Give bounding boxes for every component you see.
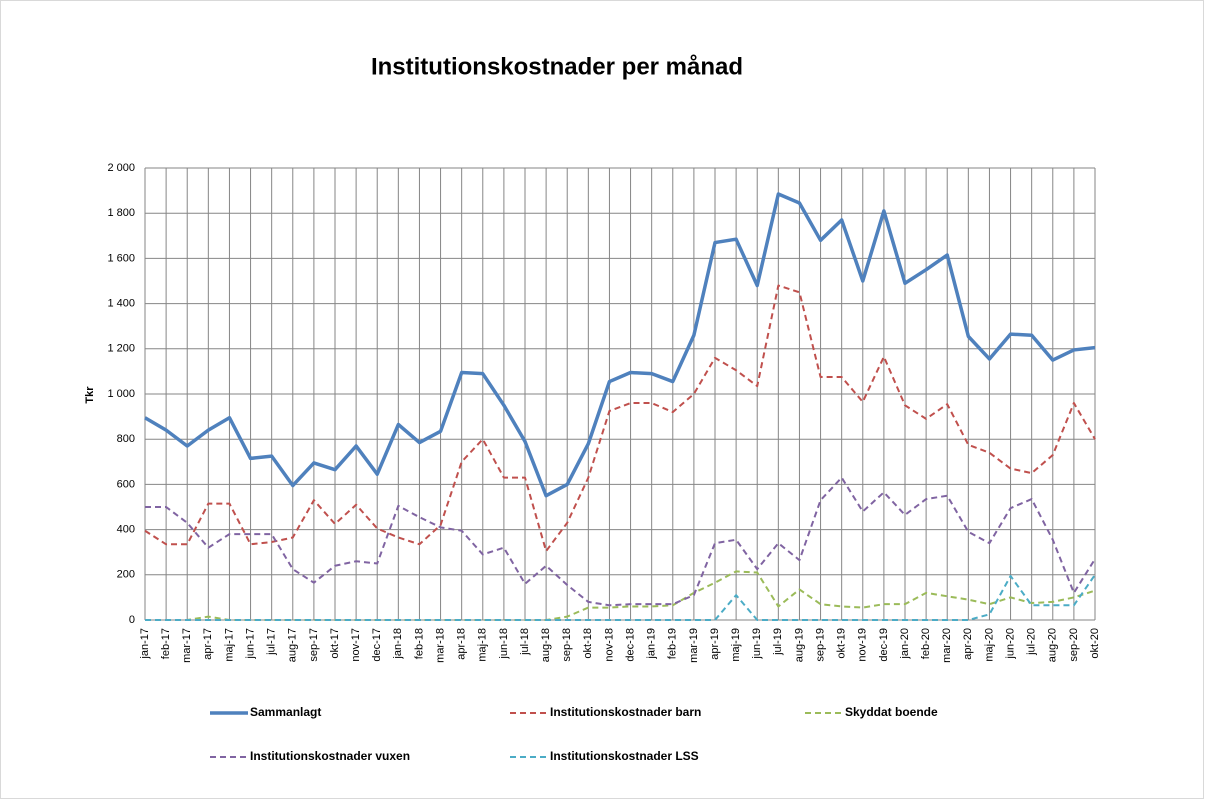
x-tick-label: mar-17 bbox=[181, 628, 193, 663]
x-tick-label: dec-17 bbox=[371, 628, 383, 662]
y-tick-label: 1 200 bbox=[107, 343, 135, 355]
x-tick-label: maj-20 bbox=[983, 628, 995, 662]
x-tick-label: sep-18 bbox=[561, 628, 573, 662]
line-series bbox=[144, 284, 1096, 553]
x-tick-label: maj-18 bbox=[477, 628, 489, 662]
x-tick-label: jul-17 bbox=[266, 628, 278, 656]
y-tick-label: 1 000 bbox=[107, 388, 135, 400]
legend-label: Sammanlagt bbox=[250, 705, 321, 719]
x-tick-label: okt-20 bbox=[1089, 628, 1101, 659]
x-tick-label: maj-19 bbox=[730, 628, 742, 662]
x-tick-label: nov-19 bbox=[857, 628, 869, 662]
y-tick-label: 200 bbox=[117, 569, 135, 581]
x-tick-label: aug-19 bbox=[793, 628, 805, 662]
y-tick-label: 1 400 bbox=[107, 298, 135, 310]
x-tick-label: feb-18 bbox=[413, 628, 425, 659]
x-tick-label: aug-20 bbox=[1047, 628, 1059, 662]
y-tick-label: 600 bbox=[117, 478, 135, 490]
x-tick-label: nov-18 bbox=[603, 628, 615, 662]
legend-label: Institutionskostnader vuxen bbox=[250, 749, 410, 763]
x-tick-label: mar-19 bbox=[688, 628, 700, 663]
y-tick-label: 0 bbox=[129, 614, 135, 626]
x-tick-label: apr-20 bbox=[962, 628, 974, 660]
x-tick-label: jun-17 bbox=[244, 628, 256, 660]
x-tick-label: sep-20 bbox=[1068, 628, 1080, 662]
x-tick-label: jun-20 bbox=[1004, 628, 1016, 660]
line-series bbox=[144, 192, 1096, 498]
x-tick-label: jan-20 bbox=[899, 628, 911, 660]
x-tick-label: jan-17 bbox=[139, 628, 151, 660]
x-tick-label: sep-19 bbox=[814, 628, 826, 662]
y-tick-label: 1 800 bbox=[107, 207, 135, 219]
y-tick-label: 1 600 bbox=[107, 252, 135, 264]
x-tick-label: mar-20 bbox=[941, 628, 953, 663]
x-tick-label: dec-19 bbox=[878, 628, 890, 662]
x-tick-label: feb-20 bbox=[920, 628, 932, 659]
x-tick-label: apr-19 bbox=[709, 628, 721, 660]
x-tick-label: jan-19 bbox=[646, 628, 658, 660]
x-tick-label: mar-18 bbox=[434, 628, 446, 663]
legend-label: Skyddat boende bbox=[845, 705, 938, 719]
x-tick-label: dec-18 bbox=[624, 628, 636, 662]
x-tick-label: jul-20 bbox=[1026, 628, 1038, 656]
legend-label: Institutionskostnader barn bbox=[550, 705, 701, 719]
x-tick-label: apr-17 bbox=[202, 628, 214, 660]
chart-title: Institutionskostnader per månad bbox=[371, 53, 743, 80]
x-tick-label: nov-17 bbox=[350, 628, 362, 662]
x-tick-label: jul-18 bbox=[519, 628, 531, 656]
y-tick-label: 2 000 bbox=[107, 162, 135, 174]
line-series bbox=[145, 574, 1096, 621]
y-tick-label: 800 bbox=[117, 433, 135, 445]
x-tick-label: feb-19 bbox=[667, 628, 679, 659]
x-tick-label: sep-17 bbox=[308, 628, 320, 662]
x-tick-label: okt-17 bbox=[329, 628, 341, 659]
y-tick-label: 400 bbox=[117, 524, 135, 536]
line-series bbox=[145, 570, 1096, 621]
y-axis-title: Tkr bbox=[84, 386, 96, 404]
x-tick-label: okt-19 bbox=[836, 628, 848, 659]
x-tick-label: jun-18 bbox=[498, 628, 510, 660]
x-tick-label: aug-17 bbox=[287, 628, 299, 662]
legend-label: Institutionskostnader LSS bbox=[550, 749, 699, 763]
x-tick-label: maj-17 bbox=[223, 628, 235, 662]
x-tick-label: apr-18 bbox=[456, 628, 468, 660]
x-tick-label: jun-19 bbox=[751, 628, 763, 660]
line-series bbox=[145, 476, 1096, 607]
x-tick-label: jan-18 bbox=[392, 628, 404, 660]
x-tick-label: jul-19 bbox=[772, 628, 784, 656]
x-tick-label: aug-18 bbox=[540, 628, 552, 662]
x-tick-label: feb-17 bbox=[160, 628, 172, 659]
x-tick-label: okt-18 bbox=[582, 628, 594, 659]
